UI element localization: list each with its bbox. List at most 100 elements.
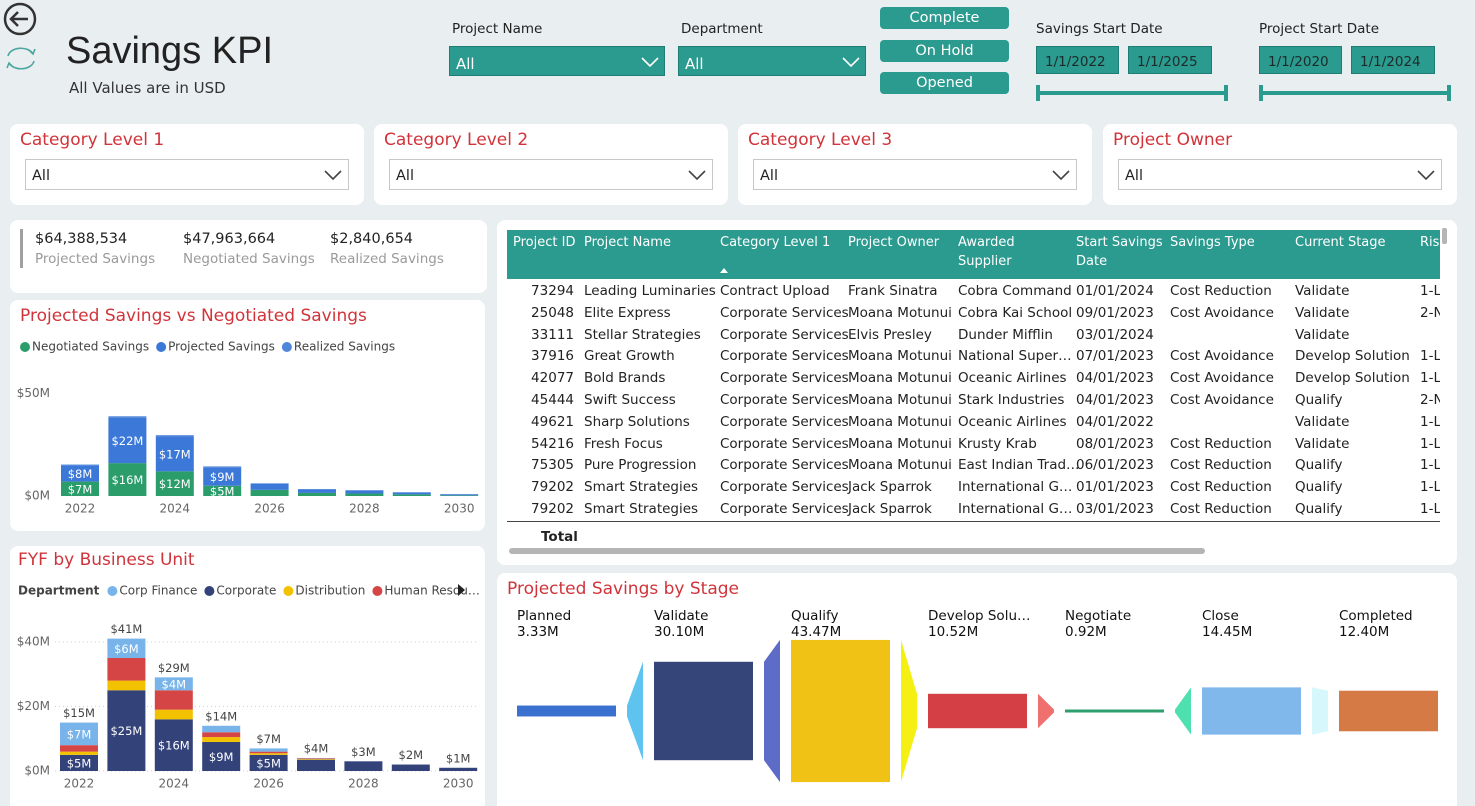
- table-cell: 1-L: [1420, 370, 1440, 387]
- table-cell: 42077: [531, 370, 574, 387]
- filter-label: Department: [681, 21, 763, 37]
- page-subtitle: All Values are in USD: [69, 79, 226, 97]
- table-cell: Moana Motunui: [848, 392, 952, 408]
- table-cell: Moana Motunui: [848, 435, 952, 452]
- table-cell: Validate: [1295, 283, 1350, 299]
- column-header[interactable]: Start Savings Date: [1076, 235, 1163, 269]
- table: Project ID Project Name Category Level 1 Pr…: [507, 230, 1440, 530]
- table-cell: Moana Motunui: [848, 457, 952, 474]
- table-cell: International G…: [958, 501, 1073, 517]
- table-cell: Moana Motunui: [848, 348, 952, 365]
- date-input[interactable]: 1/1/2025: [1128, 46, 1212, 74]
- table-cell: International G…: [958, 479, 1073, 496]
- table-cell: Corporate Services: [720, 326, 849, 343]
- table-cell: 54216: [531, 435, 574, 452]
- table-cell: Validate: [1295, 304, 1350, 321]
- table-cell: Great Growth: [584, 348, 675, 365]
- table-cell: Cost Avoidance: [1170, 304, 1274, 321]
- chevron-icon: [324, 170, 342, 180]
- table-cell: 25048: [531, 304, 574, 321]
- table-cell: Moana Motunui: [848, 304, 952, 321]
- table-cell: Jack Sparrok: [848, 479, 932, 496]
- filter-label: Project Name: [452, 21, 543, 37]
- date-input[interactable]: 1/1/2022: [1036, 46, 1119, 74]
- nav-icons: [3, 2, 37, 70]
- filter-dropdown[interactable]: All: [449, 46, 665, 76]
- date-slider-handle[interactable]: [1224, 85, 1228, 101]
- table-cell: Validate: [1295, 413, 1350, 430]
- table-cell: Corporate Services: [720, 479, 849, 496]
- date-value: 1/1/2025: [1137, 54, 1198, 70]
- table-cell: 2-N: [1420, 392, 1440, 408]
- column-header[interactable]: Project ID: [513, 235, 576, 250]
- column-header[interactable]: Current Stage: [1295, 235, 1386, 250]
- table-cell: 2-N: [1420, 304, 1440, 321]
- table-cell: Smart Strategies: [584, 479, 699, 496]
- date-slicer-label: Savings Start Date: [1036, 21, 1163, 37]
- date-slider-handle[interactable]: [1447, 85, 1451, 101]
- column-header[interactable]: Awarded Supplier: [958, 235, 1015, 269]
- vertical-scrollbar[interactable]: [1442, 228, 1447, 244]
- table-cell: 06/01/2023: [1076, 457, 1154, 474]
- date-input[interactable]: 1/1/2024: [1351, 46, 1435, 74]
- date-input[interactable]: 1/1/2020: [1259, 46, 1342, 74]
- column-header[interactable]: Ris: [1420, 235, 1440, 250]
- status-button-label: Complete: [909, 10, 980, 26]
- refresh-button[interactable]: [6, 47, 36, 70]
- slicer-dropdown[interactable]: All: [25, 159, 349, 190]
- slicer-dropdown[interactable]: All: [1118, 159, 1442, 190]
- table-cell: Qualify: [1295, 457, 1343, 474]
- table-cell: 73294: [531, 283, 574, 299]
- status-button[interactable]: Complete: [880, 7, 1009, 29]
- column-header[interactable]: Category Level 1: [720, 235, 831, 250]
- filter-dropdown[interactable]: All: [678, 46, 866, 76]
- status-button[interactable]: On Hold: [880, 39, 1009, 62]
- table-cell: Stellar Strategies: [584, 326, 701, 343]
- date-slider-track[interactable]: [1259, 91, 1451, 95]
- table-cell: Contract Upload: [720, 283, 830, 299]
- table-cell: 04/01/2022: [1076, 413, 1154, 430]
- date-slider-handle[interactable]: [1036, 85, 1040, 101]
- table-cell: Corporate Services: [720, 413, 849, 430]
- filter-value: All: [685, 55, 704, 73]
- table-cell: Validate: [1295, 435, 1350, 452]
- slicer-card: Category Level 2 All: [374, 124, 728, 205]
- filter-value: All: [456, 55, 475, 73]
- chevron-icon: [1417, 170, 1435, 180]
- table-cell: Bold Brands: [584, 370, 666, 387]
- table-cell: Moana Motunui: [848, 413, 952, 430]
- slicer-dropdown[interactable]: All: [753, 159, 1077, 190]
- kpi-label: Projected Savings: [35, 251, 156, 267]
- table-cell: 01/01/2024: [1076, 283, 1154, 299]
- column-header[interactable]: Savings Type: [1170, 235, 1255, 250]
- table-cell: 45444: [531, 392, 574, 408]
- table-cell: Corporate Services: [720, 370, 849, 387]
- table-cell: 03/01/2023: [1076, 501, 1154, 517]
- table-cell: Dunder Mifflin: [958, 326, 1053, 343]
- status-button[interactable]: Opened: [880, 72, 1009, 94]
- date-slider-handle[interactable]: [1259, 85, 1263, 101]
- table-cell: Corporate Services: [720, 435, 849, 452]
- kpi-label: Negotiated Savings: [183, 251, 315, 267]
- table-cell: Smart Strategies: [584, 501, 699, 517]
- page-title: Savings KPI: [66, 30, 273, 72]
- table-cell: Corporate Services: [720, 348, 849, 365]
- date-slider-track[interactable]: [1036, 91, 1228, 95]
- table-cell: Frank Sinatra: [848, 283, 938, 299]
- table-header-band: [507, 230, 1440, 279]
- column-header[interactable]: Project Owner: [848, 235, 940, 250]
- column-header[interactable]: Project Name: [584, 235, 671, 250]
- table-cell: 09/01/2023: [1076, 304, 1154, 321]
- slicer-dropdown[interactable]: All: [389, 159, 713, 190]
- table-cell: Cost Reduction: [1170, 501, 1272, 517]
- chart-card: [497, 573, 1457, 806]
- table-cell: 01/01/2023: [1076, 479, 1154, 496]
- chart-card: [10, 546, 485, 806]
- back-button[interactable]: [3, 2, 37, 36]
- status-button-label: Opened: [916, 75, 973, 91]
- kpi-value: $47,963,664: [183, 231, 276, 247]
- kpi-value: $64,388,534: [35, 231, 128, 247]
- table-cell: 07/01/2023: [1076, 348, 1154, 365]
- horizontal-scrollbar[interactable]: [509, 548, 1205, 554]
